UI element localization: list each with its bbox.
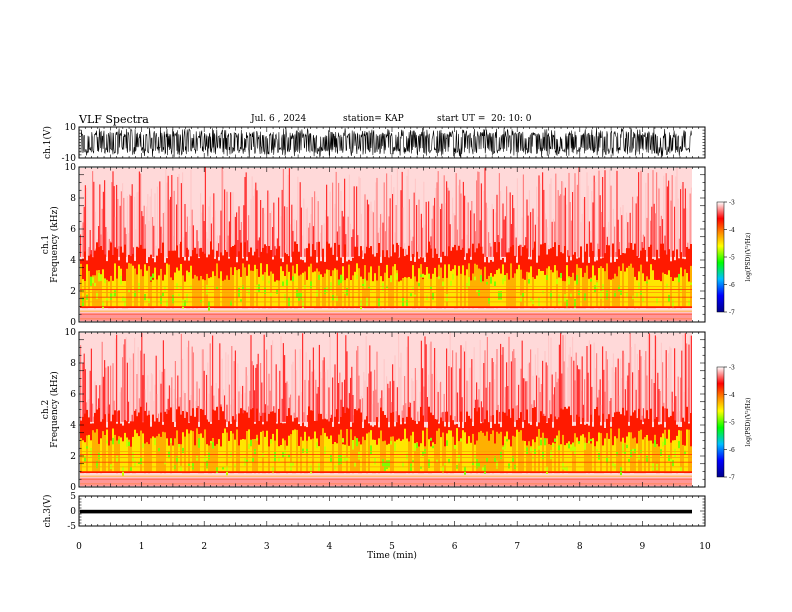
ylabel: ch.1(V) [42, 126, 53, 159]
xtick-label: 2 [201, 542, 207, 552]
ytick-label: 8 [70, 194, 76, 204]
colorbar-tick-label: -5 [729, 420, 735, 427]
xtick-label: 1 [139, 542, 145, 552]
colorbar-tick-label: -3 [729, 200, 735, 207]
xtick-label: 3 [264, 542, 270, 552]
ytick-label: -10 [62, 154, 77, 164]
xtick-label: 7 [514, 542, 520, 552]
ytick-label: 2 [70, 452, 76, 462]
ytick-label: 10 [65, 123, 77, 133]
chart-title: VLF Spectra [79, 113, 149, 126]
ch3-waveform-group [80, 509, 692, 514]
ch3-waveform-band [80, 509, 692, 514]
colorbar-tick-label: -4 [729, 392, 735, 399]
colorbar-label: log(PSD)(V²/Hz) [745, 233, 752, 282]
colorbar-tick-label: -7 [729, 310, 735, 317]
colorbar-tick-label: -4 [729, 227, 735, 234]
colorbar-tick-label: -6 [729, 447, 735, 454]
colorbar-label: log(PSD)(V²/Hz) [745, 398, 752, 447]
ch1-waveform-line [80, 127, 692, 158]
ytick-label: 0 [70, 318, 76, 328]
ylabel: Frequency (kHz) [49, 206, 60, 283]
ytick-label: 0 [70, 483, 76, 493]
ylabel: ch.2 [41, 400, 51, 419]
ytick-label: 10 [65, 328, 77, 338]
ytick-label: 5 [70, 492, 76, 502]
colorbar-tick-label: -6 [729, 282, 735, 289]
colorbar-tick-label: -5 [729, 255, 735, 262]
xtick-label: 4 [327, 542, 333, 552]
xtick-label: 5 [389, 542, 395, 552]
colorbar-tick-label: -7 [729, 475, 735, 482]
colorbar-tick-label: -3 [729, 365, 735, 372]
xtick-label: 0 [76, 542, 82, 552]
ylabel: ch.3(V) [42, 495, 53, 528]
date-label: Jul. 6 , 2024 [251, 114, 307, 124]
ytick-label: 6 [70, 225, 76, 235]
ytick-label: 6 [70, 390, 76, 400]
ch2-spectrogram-group [80, 332, 692, 487]
ytick-label: 10 [65, 163, 77, 173]
ytick-label: 4 [70, 421, 76, 431]
xtick-label: 9 [640, 542, 646, 552]
xtick-label: 10 [699, 542, 711, 552]
ylabel: ch.1 [41, 235, 51, 254]
colorbar-1 [716, 201, 725, 313]
xaxis-label: Time (min) [367, 550, 417, 561]
ch1-waveform-group [80, 127, 692, 158]
ch1-spectrogram-group [80, 167, 692, 322]
ytick-label: 8 [70, 359, 76, 369]
start-time-label: start UT = 20: 10: 0 [437, 114, 532, 124]
colorbar-2 [716, 366, 725, 478]
xtick-label: 6 [452, 542, 458, 552]
xtick-label: 8 [577, 542, 583, 552]
ylabel: Frequency (kHz) [49, 371, 60, 448]
ytick-label: 4 [70, 256, 76, 266]
ytick-label: -5 [67, 522, 76, 532]
ytick-label: 0 [70, 507, 76, 517]
ytick-label: 2 [70, 287, 76, 297]
station-label: station= KAP [343, 114, 404, 124]
